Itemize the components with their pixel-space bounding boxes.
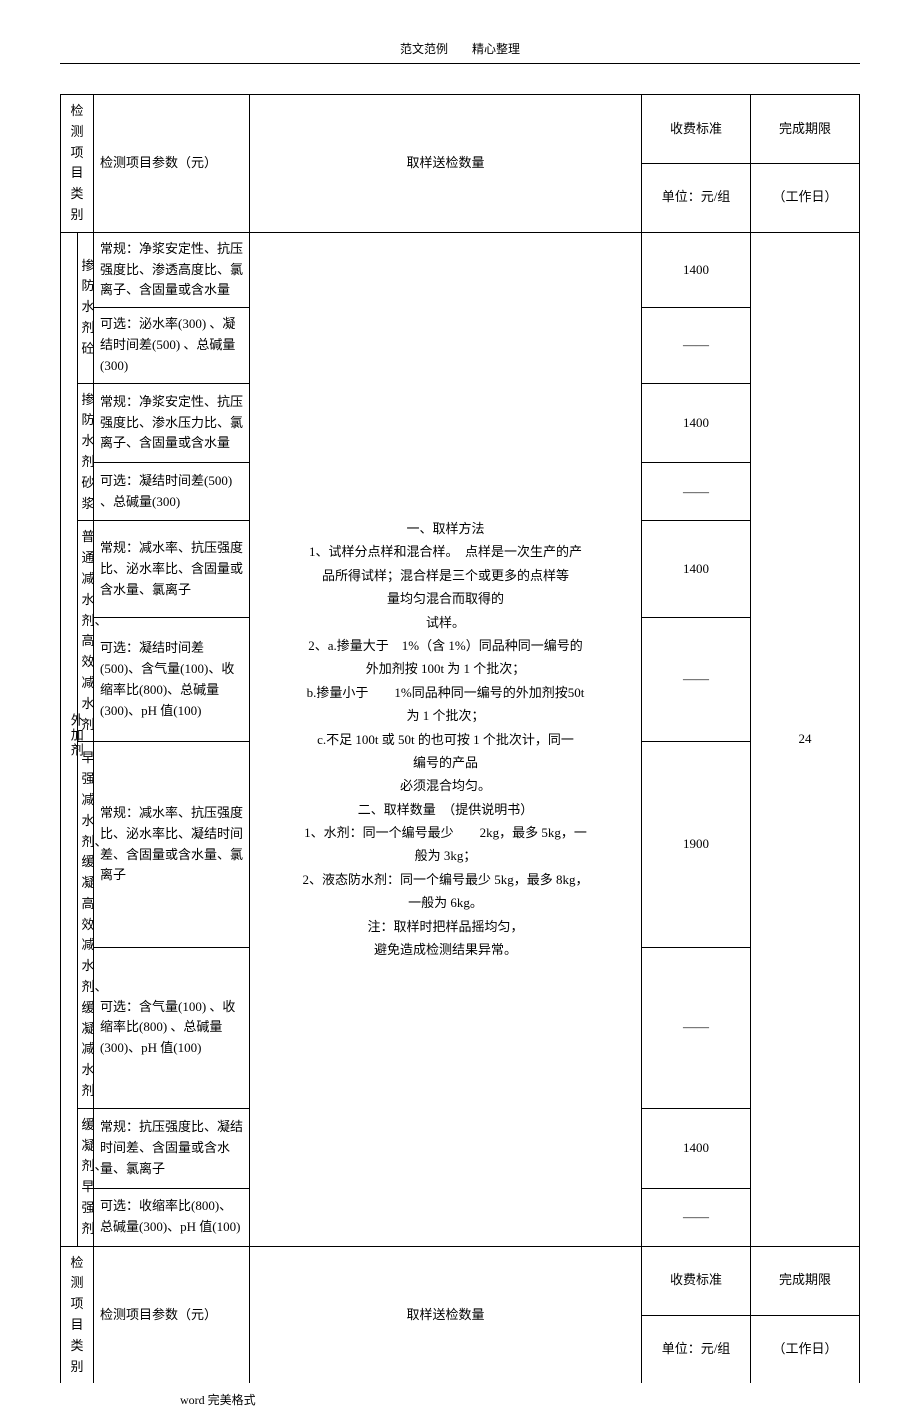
sample-line: 一般为 6kg。 (258, 891, 633, 914)
sample-line: 1、水剂：同一个编号最少 2kg，最多 5kg，一 (258, 821, 633, 844)
subcat-2: 掺防水剂砂浆 (77, 383, 94, 521)
param-1a: 常规：净浆安定性、抗压强度比、渗透高度比、氯离子、含固量或含水量 (94, 232, 250, 307)
param-5a: 常规：抗压强度比、凝结时间差、含固量或含水量、氯离子 (94, 1108, 250, 1188)
sample-line: 二、取样数量 （提供说明书） (258, 798, 633, 821)
sample-content: 一、取样方法 1、试样分点样和混合样。 点样是一次生产的产 品所得试样；混合样是… (250, 232, 642, 1246)
fee-2b: —— (642, 463, 751, 521)
footer-header-sample: 取样送检数量 (250, 1246, 642, 1383)
sample-line: 量均匀混合而取得的 (258, 587, 633, 610)
param-4a: 常规：减水率、抗压强度比、泌水率比、凝结时间差、含固量或含水量、氯离子 (94, 742, 250, 947)
fee-1b: —— (642, 308, 751, 383)
category-main: 外加剂 (61, 232, 78, 1246)
fee-5a: 1400 (642, 1108, 751, 1188)
header-due2: （工作日） (751, 163, 860, 232)
sample-line: c.不足 100t 或 50t 的也可按 1 个批次计，同一 (258, 728, 633, 751)
fee-4b: —— (642, 947, 751, 1108)
footer-header-due1: 完成期限 (751, 1246, 860, 1315)
subcat-4: 早强减水剂、缓凝高效减水剂、缓凝减水剂 (77, 742, 94, 1109)
page-header: 范文范例 精心整理 (60, 40, 860, 64)
header-due1: 完成期限 (751, 95, 860, 164)
page-footer: word 完美格式 (60, 1391, 860, 1408)
sample-line: 试样。 (258, 611, 633, 634)
subcat-5: 缓凝剂、早强剂 (77, 1108, 94, 1246)
footer-header-due2: （工作日） (751, 1315, 860, 1383)
sample-line: 2、液态防水剂：同一个编号最少 5kg，最多 8kg， (258, 868, 633, 891)
sample-line: 避免造成检测结果异常。 (258, 938, 633, 961)
header-params: 检测项目参数（元） (94, 95, 250, 233)
fee-1a: 1400 (642, 232, 751, 307)
footer-header-params: 检测项目参数（元） (94, 1246, 250, 1383)
sample-line: 1、试样分点样和混合样。 点样是一次生产的产 (258, 540, 633, 563)
header-sample: 取样送检数量 (250, 95, 642, 233)
subcat-1: 掺防水剂砼 (77, 232, 94, 383)
sample-line: 2、a.掺量大于 1%（含 1%）同品种同一编号的 (258, 634, 633, 657)
sample-line: 编号的产品 (258, 751, 633, 774)
fee-2a: 1400 (642, 383, 751, 463)
param-5b: 可选：收缩率比(800)、总碱量(300)、pH 值(100) (94, 1188, 250, 1246)
sample-line: 必须混合均匀。 (258, 774, 633, 797)
sample-line: 为 1 个批次； (258, 704, 633, 727)
sample-line: 般为 3kg； (258, 844, 633, 867)
sample-line: 外加剂按 100t 为 1 个批次； (258, 657, 633, 680)
sample-line: 品所得试样；混合样是三个或更多的点样等 (258, 564, 633, 587)
header-fee1: 收费标准 (642, 95, 751, 164)
param-4b: 可选：含气量(100) 、收缩率比(800) 、总碱量(300)、pH 值(10… (94, 947, 250, 1108)
sample-line: 注：取样时把样品摇均匀， (258, 915, 633, 938)
footer-header-fee1: 收费标准 (642, 1246, 751, 1315)
param-2a: 常规：净浆安定性、抗压强度比、渗水压力比、氯离子、含固量或含水量 (94, 383, 250, 463)
sample-line: b.掺量小于 1%同品种同一编号的外加剂按50t (258, 681, 633, 704)
param-2b: 可选：凝结时间差(500) 、总碱量(300) (94, 463, 250, 521)
footer-header-fee2: 单位：元/组 (642, 1315, 751, 1383)
sample-line: 一、取样方法 (258, 517, 633, 540)
param-3b: 可选：凝结时间差(500)、含气量(100)、收缩率比(800)、总碱量(300… (94, 618, 250, 742)
fee-3a: 1400 (642, 521, 751, 618)
footer-header-category: 检测项目 类别 (61, 1246, 94, 1383)
fee-3b: —— (642, 618, 751, 742)
param-3a: 常规：减水率、抗压强度比、泌水率比、含固量或含水量、氯离子 (94, 521, 250, 618)
due-days: 24 (751, 232, 860, 1246)
fee-4a: 1900 (642, 742, 751, 947)
fee-5b: —— (642, 1188, 751, 1246)
header-fee2: 单位：元/组 (642, 163, 751, 232)
subcat-3: 普通减水剂、高效减水剂 (77, 521, 94, 742)
header-category: 检测项目 类别 (61, 95, 94, 233)
param-1b: 可选：泌水率(300) 、凝结时间差(500) 、总碱量(300) (94, 308, 250, 383)
main-table: 检测项目 类别 检测项目参数（元） 取样送检数量 收费标准 完成期限 单位：元/… (60, 94, 860, 1383)
